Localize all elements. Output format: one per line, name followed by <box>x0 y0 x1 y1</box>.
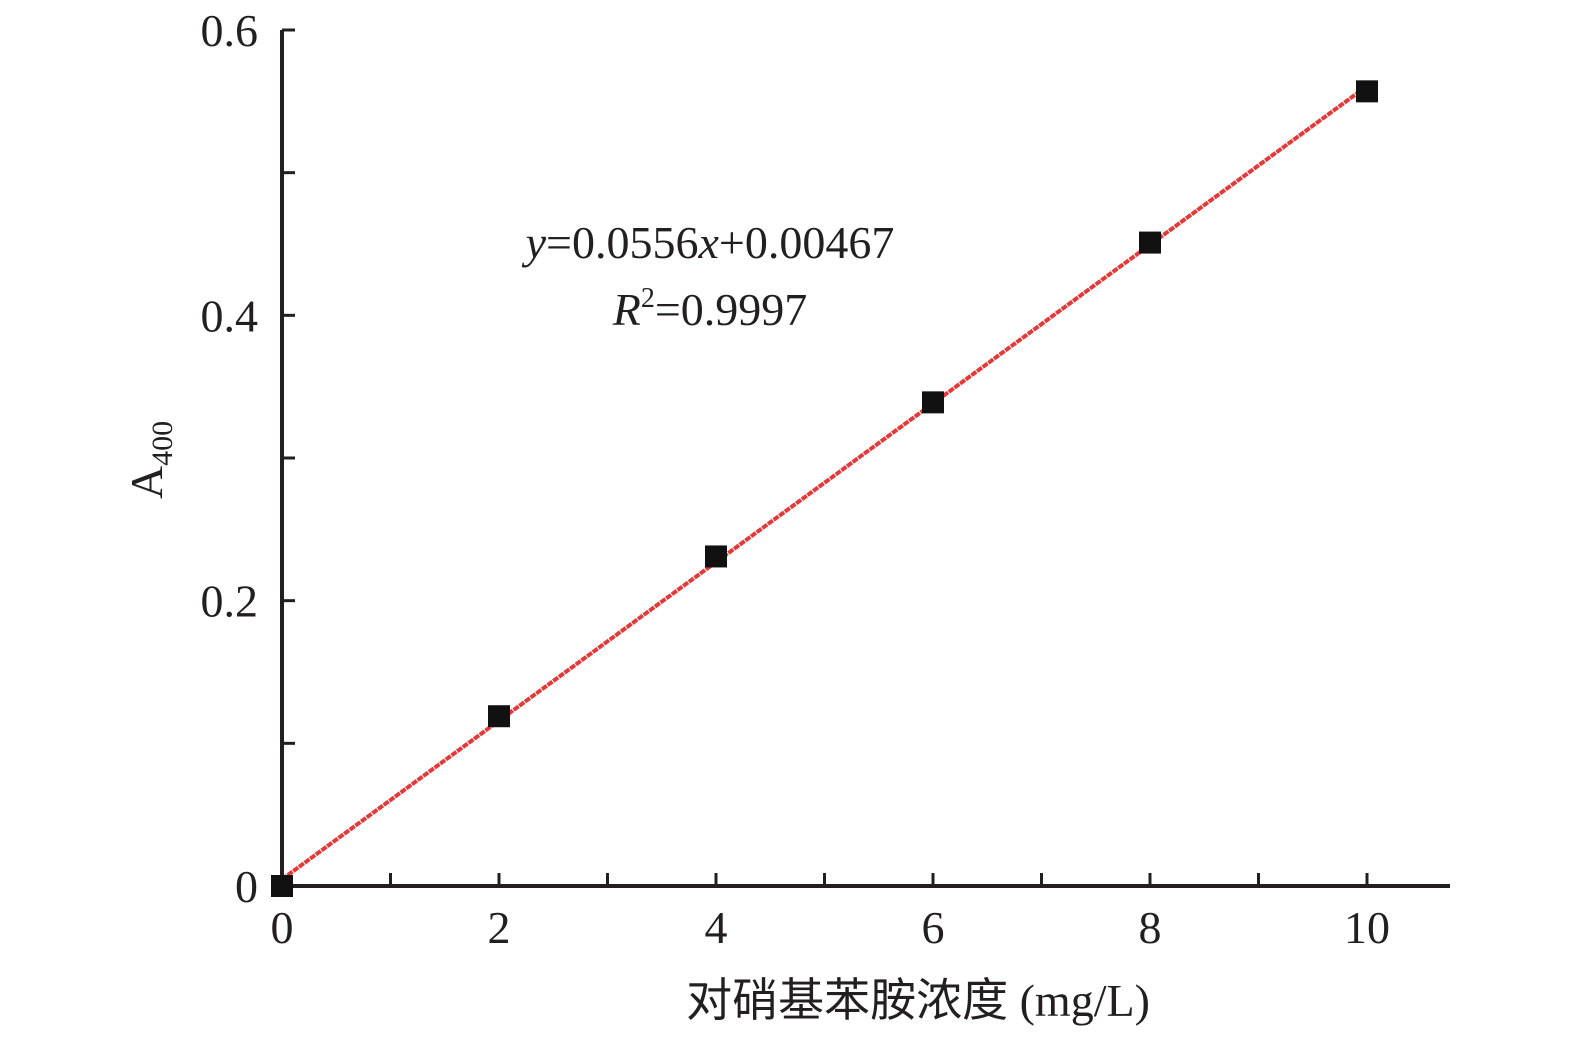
x-tick-label-3: 6 <box>922 902 945 953</box>
fit-line <box>280 84 1369 881</box>
y-axis-label-main: A <box>121 466 172 499</box>
data-point-3 <box>922 391 944 414</box>
x-ticks: 0 2 4 6 8 10 <box>271 873 1390 953</box>
data-point-5 <box>1356 80 1378 103</box>
x-tick-label-4: 8 <box>1139 902 1162 953</box>
y-axis-label: A400 <box>121 421 179 499</box>
fit-line-layer <box>280 84 1369 881</box>
data-point-0 <box>271 875 293 897</box>
y-tick-label-2: 0.4 <box>201 290 259 341</box>
x-tick-label-1: 2 <box>488 902 511 953</box>
eq-intercept: +0.00467 <box>719 217 894 268</box>
x-tick-label-0: 0 <box>271 902 294 953</box>
eq-x-symbol: x <box>698 217 720 268</box>
data-point-4 <box>1139 231 1161 254</box>
y-tick-label-3: 0.6 <box>201 5 259 56</box>
eq-y-symbol: y <box>522 217 547 268</box>
y-ticks: 0 0.2 0.4 0.6 <box>201 5 295 912</box>
regression-equation: y=0.0556x+0.00467 <box>522 217 895 268</box>
r-squared: R2=0.9997 <box>612 283 808 335</box>
data-point-2 <box>705 545 727 568</box>
r-symbol: R <box>612 284 641 335</box>
eq-slope: =0.0556 <box>546 217 698 268</box>
r-superscript: 2 <box>641 283 655 314</box>
axes <box>280 30 1450 888</box>
y-tick-label-1: 0.2 <box>201 576 259 627</box>
r-value: =0.9997 <box>655 284 807 335</box>
x-axis-label: 对硝基苯胺浓度 (mg/L) <box>686 975 1150 1026</box>
x-tick-label-5: 10 <box>1344 902 1390 953</box>
x-tick-label-2: 4 <box>705 902 728 953</box>
y-axis-label-subscript: 400 <box>146 421 179 466</box>
y-tick-label-0: 0 <box>235 861 258 912</box>
data-point-1 <box>488 705 510 728</box>
data-points <box>271 80 1378 897</box>
